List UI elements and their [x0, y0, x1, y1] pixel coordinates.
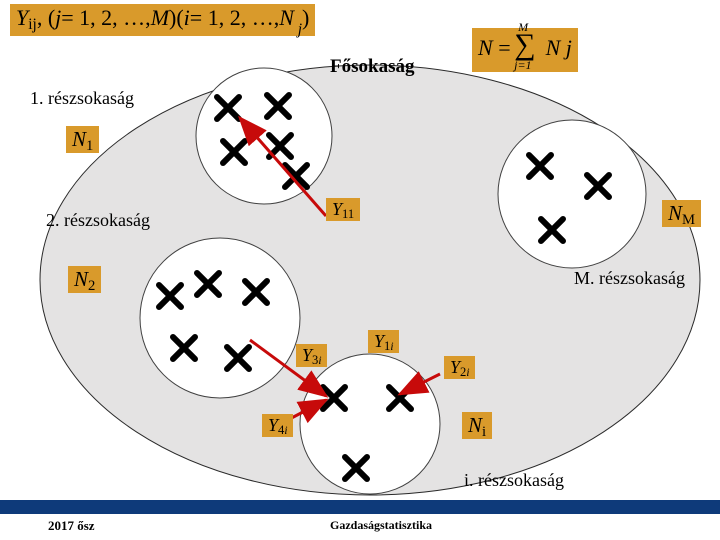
n-label-N2: N2	[68, 266, 101, 293]
sum-formula-N: N = M∑j=1 N j	[472, 28, 578, 72]
n-label-NM: NM	[662, 200, 701, 227]
group-label-g1: 1. részsokaság	[30, 88, 134, 109]
y-label-Y3i: Y3i	[296, 344, 327, 367]
main-title: Fősokaság	[330, 56, 414, 78]
group-label-gM: M. részsokaság	[574, 268, 685, 289]
n-label-N1: N1	[66, 126, 99, 153]
header-formula-yij: Yij , ( j = 1, 2, …, M )(i = 1, 2, …, N …	[10, 4, 315, 36]
y-label-Y11: Y11	[326, 198, 360, 221]
y-label-Y4i: Y4i	[262, 414, 293, 437]
group-label-gi: i. részsokaság	[464, 470, 564, 491]
y-label-Y1i: Y1i	[368, 330, 399, 353]
n-label-Ni: Ni	[462, 412, 492, 439]
y-label-Y2i: Y2i	[444, 356, 475, 379]
footer-center: Gazdaságstatisztika	[330, 518, 432, 533]
diagram-stage: Yij , ( j = 1, 2, …, M )(i = 1, 2, …, N …	[0, 0, 720, 540]
footer-left: 2017 ősz	[48, 518, 95, 534]
footer-bar	[0, 500, 720, 514]
group-label-g2: 2. részsokaság	[46, 210, 150, 231]
